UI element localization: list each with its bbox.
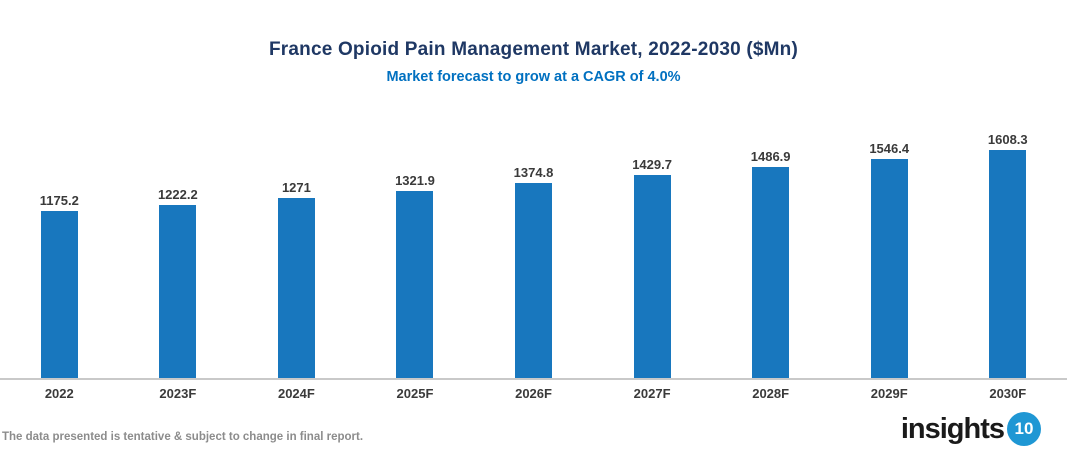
- bar-column: 1429.7: [593, 157, 712, 378]
- bar-value-label: 1546.4: [869, 140, 910, 156]
- disclaimer-text: The data presented is tentative & subjec…: [2, 431, 364, 443]
- bar-value-label: 1271: [281, 179, 311, 195]
- x-axis-tick-label: 2024F: [277, 386, 315, 401]
- bar: [396, 190, 434, 378]
- bar-column: 1271: [237, 180, 356, 378]
- bar-column: 1222.2: [119, 187, 238, 378]
- x-axis-labels: 2022 2023F 2024F 2025F 2026F 2027F 2028F 2029F 2…: [0, 386, 1067, 401]
- x-axis-tick-label: 2030F: [989, 386, 1027, 401]
- x-axis-tick-label: 2029F: [870, 386, 908, 401]
- chart-subtitle: Market forecast to grow at a CAGR of 4.0…: [386, 69, 681, 85]
- x-axis-tick-label: 2023F: [159, 386, 197, 401]
- bar-value-label: 1486.9: [750, 149, 791, 165]
- bar-column: 1608.3: [949, 132, 1067, 378]
- bar: [40, 211, 78, 378]
- bar: [989, 150, 1027, 378]
- bar-value-label: 1374.8: [513, 165, 554, 181]
- bars-area: 1175.2 1222.2 1271 1321.9 1374.8 1429.7 1486.9…: [0, 130, 1067, 378]
- bar: [515, 183, 553, 378]
- x-axis-tick-label: 2025F: [396, 386, 434, 401]
- bar-column: 1374.8: [474, 165, 593, 378]
- x-axis-line: [0, 378, 1067, 380]
- bar-column: 1321.9: [356, 173, 475, 378]
- bar-chart: 1175.2 1222.2 1271 1321.9 1374.8 1429.7 1486.9…: [0, 130, 1067, 401]
- bar-column: 1486.9: [711, 149, 830, 378]
- bar: [752, 167, 790, 378]
- bar-value-label: 1608.3: [987, 132, 1028, 147]
- logo-badge-10: 10: [1007, 412, 1041, 446]
- x-axis-tick-label: 2026F: [515, 386, 552, 401]
- insights10-logo: insights 10: [901, 412, 1041, 446]
- bar-value-label: 1175.2: [39, 193, 79, 209]
- bar: [277, 197, 315, 378]
- bar-value-label: 1429.7: [632, 157, 672, 173]
- bar: [870, 158, 908, 378]
- x-axis-tick-label: 2022: [44, 386, 74, 401]
- x-axis-tick-label: 2028F: [752, 386, 790, 401]
- x-axis-tick-label: 2027F: [633, 386, 671, 401]
- bar-value-label: 1321.9: [395, 172, 435, 188]
- chart-title: France Opioid Pain Management Market, 20…: [268, 39, 799, 60]
- bar: [633, 175, 671, 378]
- bar: [159, 204, 197, 378]
- logo-wordmark: insights: [900, 413, 1005, 445]
- bar-value-label: 1222.2: [157, 186, 198, 202]
- bar-column: 1175.2: [0, 193, 119, 378]
- bar-column: 1546.4: [830, 141, 949, 378]
